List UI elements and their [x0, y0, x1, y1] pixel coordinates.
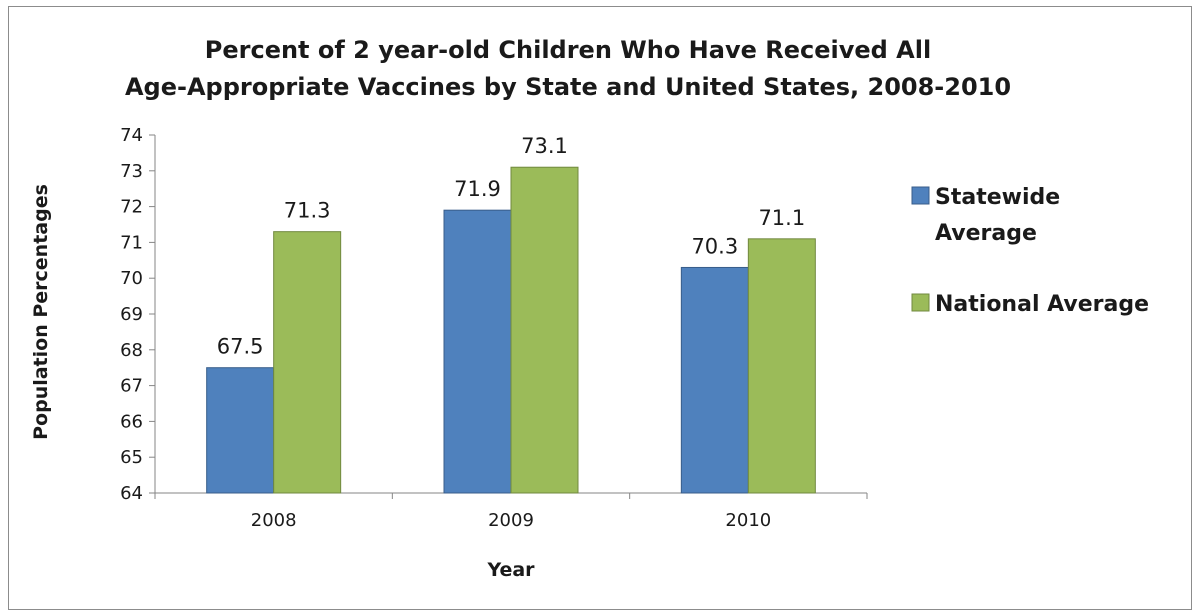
legend-label-national: National Average	[935, 292, 1149, 317]
data-label-national-2010: 71.1	[758, 206, 805, 230]
data-label-statewide-2009: 71.9	[454, 177, 501, 201]
y-tick-label: 67	[120, 376, 143, 397]
chart-title-line-2: Age-Appropriate Vaccines by State and Un…	[125, 73, 1011, 101]
y-tick-label: 68	[120, 340, 143, 361]
bar-statewide-2010	[680, 266, 749, 494]
y-axis-title: Population Percentages	[30, 184, 52, 440]
bars	[206, 166, 816, 494]
bar-statewide-2008	[206, 367, 275, 494]
y-tick-label: 64	[120, 483, 143, 504]
x-tick-label: 2010	[725, 510, 771, 531]
data-label-national-2008: 71.3	[284, 199, 331, 223]
bar-national-2009	[510, 166, 579, 494]
legend-swatch-national	[911, 293, 930, 312]
bar-national-2010	[747, 238, 816, 494]
y-tick-label: 70	[120, 268, 143, 289]
legend-label-statewide: Statewide	[935, 185, 1060, 210]
y-tick-label: 72	[120, 197, 143, 218]
x-tick-label: 2009	[488, 510, 534, 531]
data-label-statewide-2008: 67.5	[217, 335, 264, 359]
y-tick-label: 66	[120, 411, 143, 432]
y-tick-label: 74	[120, 125, 143, 146]
x-axis: 2008 2009 2010	[154, 492, 868, 531]
data-label-national-2009: 73.1	[521, 134, 568, 158]
legend-swatch-statewide	[911, 186, 930, 205]
y-tick-label: 73	[120, 161, 143, 182]
y-tick-label: 71	[120, 232, 143, 253]
bar-statewide-2009	[443, 209, 512, 494]
y-tick-label: 65	[120, 447, 143, 468]
data-label-statewide-2010: 70.3	[691, 234, 738, 258]
legend-label-statewide: Average	[935, 221, 1037, 246]
data-labels: 67.5 71.3 71.9 73.1 70.3 71.1	[217, 134, 805, 358]
y-axis: 64 65 66 67 68 69 70 71 72 73 74	[120, 125, 156, 504]
legend: Statewide Average National Average	[911, 185, 1149, 317]
chart-frame	[8, 6, 1192, 610]
chart-title-line-1: Percent of 2 year-old Children Who Have …	[205, 36, 931, 64]
x-axis-title: Year	[486, 559, 535, 581]
x-tick-label: 2008	[251, 510, 297, 531]
y-tick-label: 69	[120, 304, 143, 325]
bar-national-2008	[273, 231, 342, 494]
